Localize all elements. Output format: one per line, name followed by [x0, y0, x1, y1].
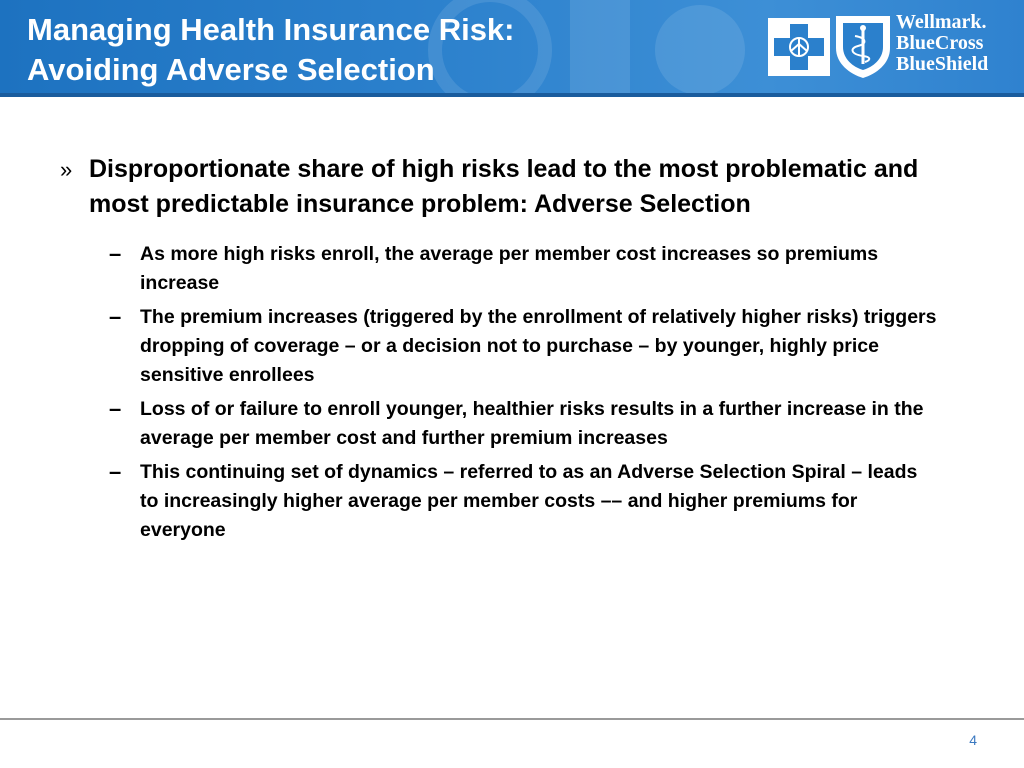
wordmark-line-2: BlueCross	[896, 32, 984, 54]
sub-bullet: – This continuing set of dynamics – refe…	[60, 458, 940, 545]
sub-bullet-marker: –	[109, 396, 122, 421]
title-line-2: Avoiding Adverse Selection	[27, 52, 435, 87]
sub-bullet: – As more high risks enroll, the average…	[60, 240, 940, 298]
main-bullet: » Disproportionate share of high risks l…	[60, 152, 940, 222]
sub-bullet-text: The premium increases (triggered by the …	[140, 306, 937, 386]
page-number: 4	[969, 732, 977, 748]
watermark-shape	[428, 0, 745, 97]
blue-cross-icon	[768, 18, 830, 76]
company-wordmark: Wellmark. BlueCross BlueShield	[896, 12, 1008, 75]
sub-bullet-text: This continuing set of dynamics – referr…	[140, 461, 918, 541]
page-title: Managing Health Insurance Risk: Avoiding…	[27, 10, 727, 90]
header-bottom-rule	[0, 93, 1024, 97]
sub-bullet: – The premium increases (triggered by th…	[60, 303, 940, 390]
sub-bullet-marker: –	[109, 241, 122, 266]
sub-bullet: – Loss of or failure to enroll younger, …	[60, 395, 940, 453]
company-logo: Wellmark. BlueCross BlueShield	[768, 10, 1008, 80]
sub-bullet-marker: –	[109, 304, 122, 329]
wordmark-line-3: BlueShield	[896, 53, 989, 75]
bullet-marker: »	[60, 157, 73, 182]
sub-bullet-text: As more high risks enroll, the average p…	[140, 243, 879, 294]
slide-content: » Disproportionate share of high risks l…	[60, 152, 940, 550]
sub-bullet-list: – As more high risks enroll, the average…	[60, 240, 940, 545]
main-bullet-text: Disproportionate share of high risks lea…	[89, 155, 919, 218]
title-line-1: Managing Health Insurance Risk:	[27, 12, 515, 47]
footer-rule	[0, 718, 1024, 720]
sub-bullet-marker: –	[109, 459, 122, 484]
sub-bullet-text: Loss of or failure to enroll younger, he…	[140, 398, 924, 449]
header-band: Managing Health Insurance Risk: Avoiding…	[0, 0, 1024, 97]
blue-shield-icon	[836, 16, 890, 78]
wordmark-line-1: Wellmark.	[896, 11, 987, 33]
